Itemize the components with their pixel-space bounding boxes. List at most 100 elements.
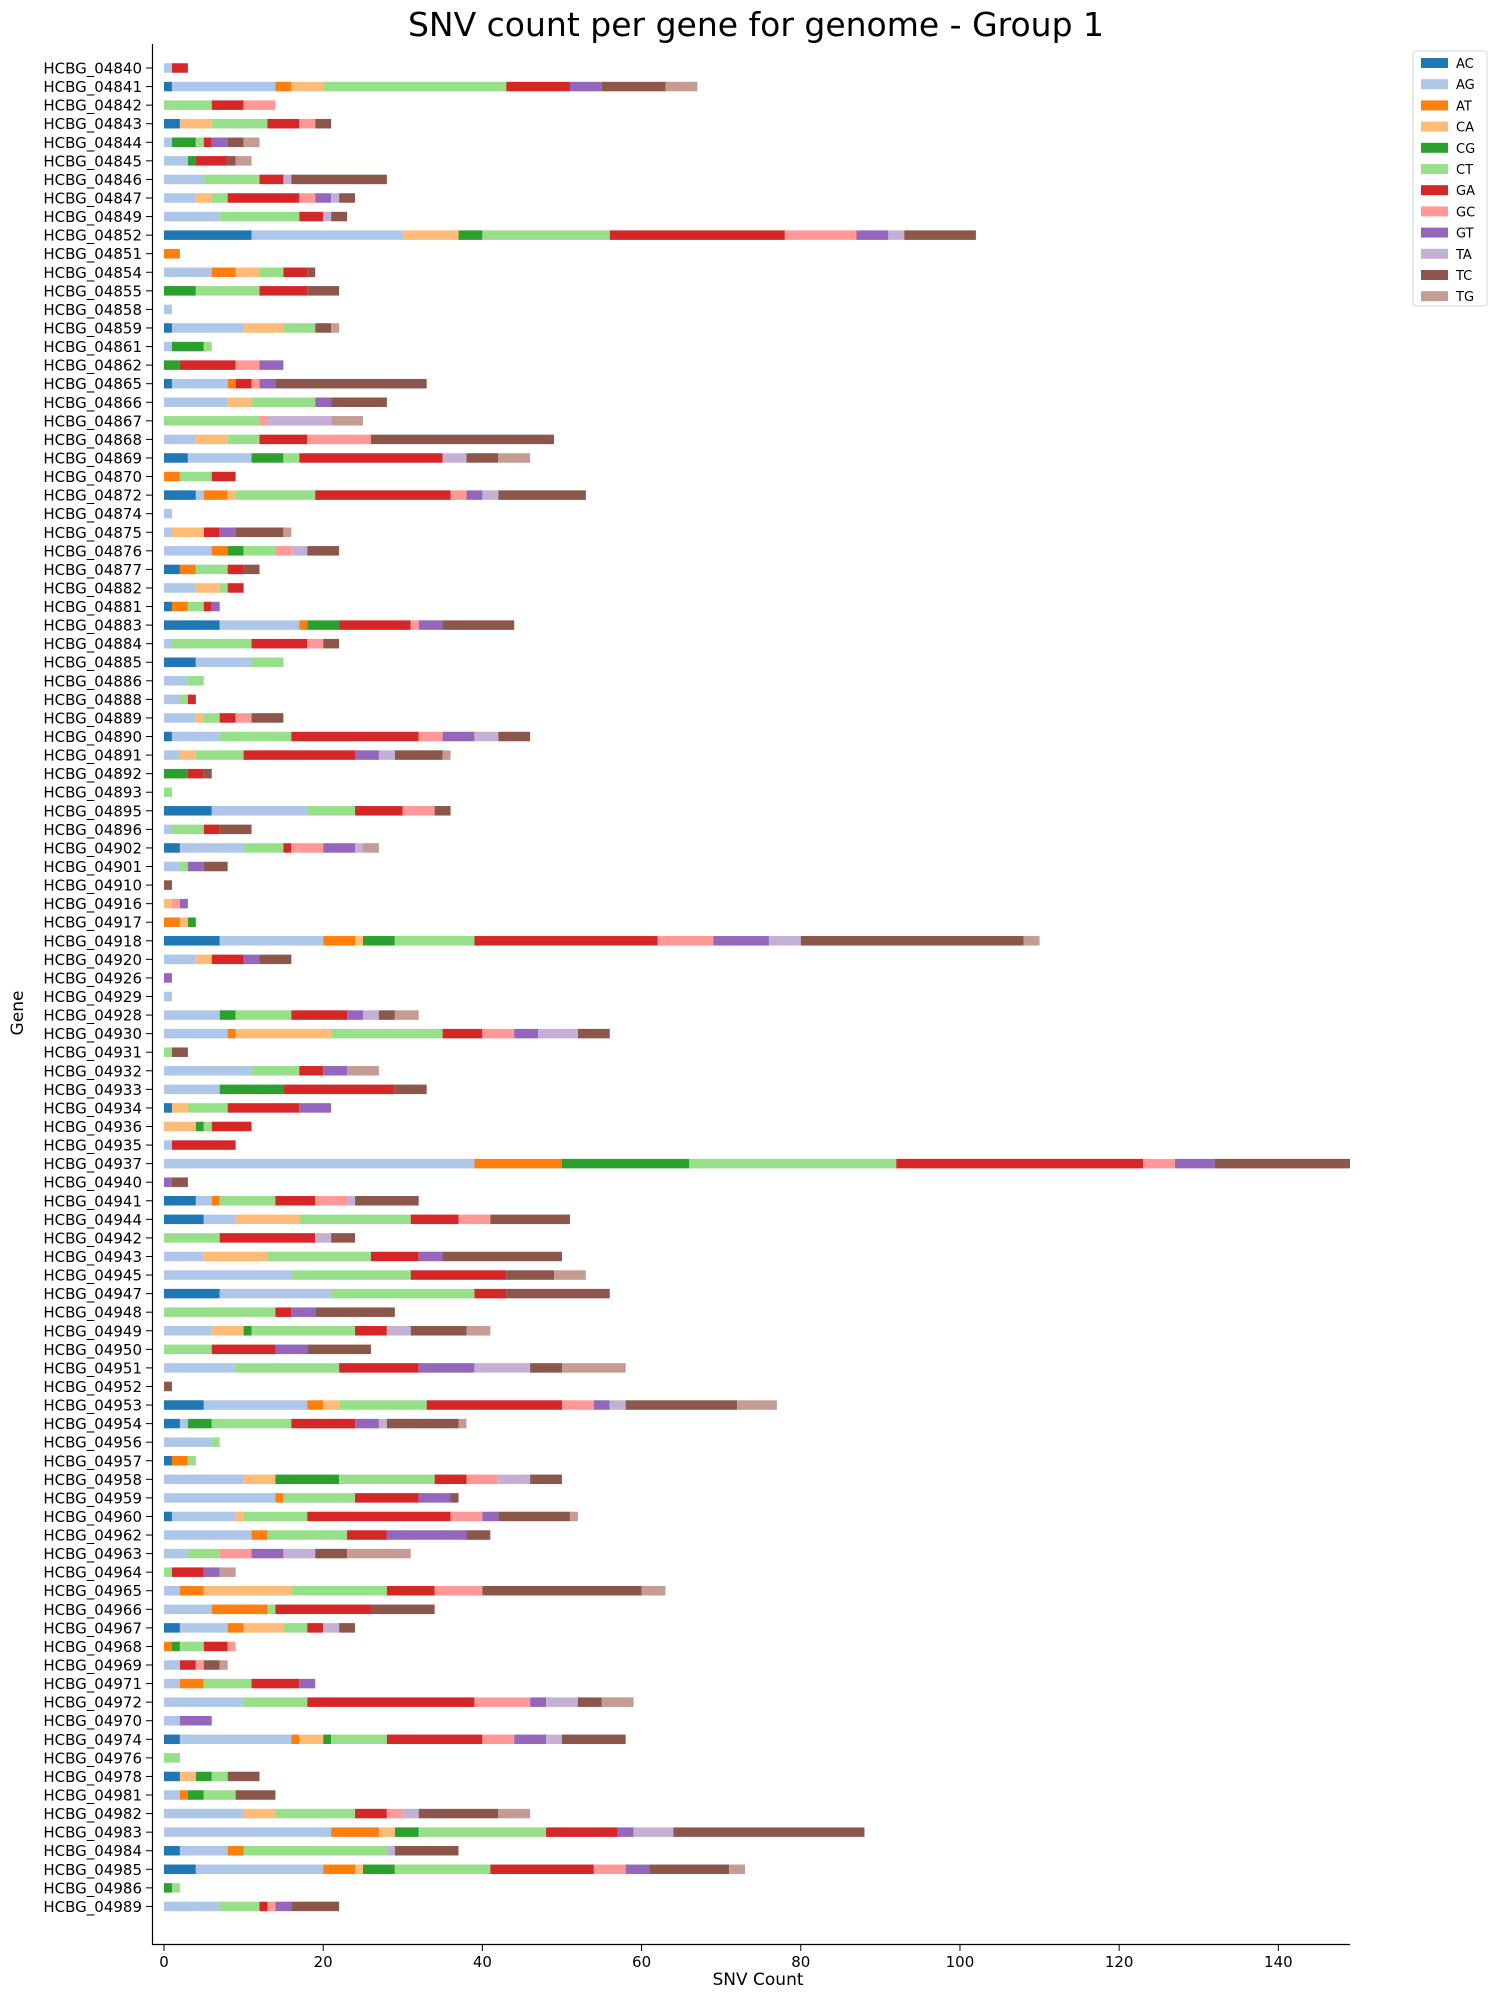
bar-segment-gt — [179, 1715, 212, 1726]
bar-segment-ca — [203, 1251, 268, 1262]
bar-segment-ct — [187, 1103, 228, 1113]
bar-segment-ga — [211, 1344, 276, 1355]
bar-segment-ga — [355, 806, 403, 816]
bar-segment-ga — [259, 286, 308, 296]
bar-segment-ac — [164, 453, 188, 463]
bar-segment-ct — [689, 1158, 897, 1169]
bar-segment-ct — [243, 843, 284, 853]
bar-segment-ac — [164, 323, 172, 333]
bar-segment-gc — [402, 806, 435, 816]
gene-bar — [164, 323, 340, 333]
gene-label: HCBG_04859 — [43, 319, 142, 338]
bar-segment-tg — [442, 750, 451, 760]
bar-segment-ag — [164, 1140, 172, 1150]
bar-segment-tc — [171, 1177, 188, 1187]
bar-segment-ct — [339, 1400, 427, 1410]
gene-bar — [164, 1604, 435, 1615]
gene-bar — [164, 1790, 276, 1800]
legend-label: CA — [1456, 121, 1474, 136]
bar-segment-ga — [171, 63, 188, 73]
gene-bar — [164, 898, 188, 909]
bar-segment-at — [211, 1196, 220, 1206]
bar-segment-tc — [1214, 1158, 1350, 1169]
legend-item: GA — [1421, 184, 1475, 199]
bar-segment-ga — [315, 490, 451, 500]
legend-item: GC — [1421, 205, 1475, 220]
gene-bar — [164, 583, 244, 593]
bar-segment-gt — [418, 620, 443, 630]
legend-swatch — [1421, 227, 1448, 238]
bar-segment-tc — [164, 1381, 172, 1392]
bar-segment-ct — [251, 657, 284, 667]
bar-segment-ag — [164, 546, 212, 556]
bar-segment-gc — [307, 434, 371, 445]
bar-segment-gt — [243, 954, 260, 965]
bar-segment-tc — [355, 1196, 419, 1206]
bar-segment-ct — [243, 546, 276, 556]
bar-segment-tc — [251, 713, 284, 723]
bar-segment-ct — [203, 341, 212, 352]
bar-segment-gt — [299, 1678, 316, 1689]
bar-segment-ag — [195, 1196, 212, 1206]
bar-segment-ag — [164, 954, 196, 965]
bar-segment-tc — [394, 1084, 427, 1095]
bar-segment-ga — [410, 1270, 507, 1280]
bar-segment-ag — [164, 1474, 244, 1485]
gene-bar — [164, 1493, 459, 1503]
bar-segment-ct — [195, 137, 204, 148]
bar-segment-ct — [203, 1678, 252, 1689]
bar-segment-at — [275, 81, 292, 92]
gene-label: HCBG_04872 — [43, 487, 142, 506]
bar-segment-ag — [164, 1790, 180, 1800]
bar-segment-ct — [171, 1883, 180, 1893]
bar-segment-ga — [355, 1326, 387, 1336]
gene-label: HCBG_04937 — [43, 1155, 142, 1174]
bar-segment-tc — [498, 731, 531, 742]
bar-segment-gc — [784, 230, 857, 240]
bar-segment-tc — [331, 1233, 356, 1243]
bar-segment-ga — [275, 1307, 292, 1317]
bar-segment-ac — [164, 1103, 172, 1113]
bar-segment-ac — [164, 1418, 180, 1429]
legend-label: AG — [1456, 78, 1475, 93]
bar-segment-ac — [164, 230, 252, 240]
bar-segment-ac — [164, 1511, 172, 1522]
bar-segment-ta — [442, 453, 467, 463]
bar-segment-ct — [179, 471, 212, 482]
gene-label: HCBG_04968 — [43, 1638, 142, 1657]
bar-segment-ga — [227, 564, 244, 575]
bar-segment-at — [164, 917, 180, 927]
bar-segment-ct — [164, 787, 172, 797]
bar-segment-ag — [195, 657, 252, 667]
bar-segment-ga — [275, 1604, 371, 1615]
bar-segment-cg — [164, 768, 188, 779]
bar-segment-ta — [378, 1418, 387, 1429]
bar-segment-ga — [243, 750, 356, 760]
bar-segment-ga — [203, 527, 220, 537]
bar-segment-ca — [195, 713, 204, 723]
gene-label: HCBG_04971 — [43, 1675, 142, 1694]
gene-label: HCBG_04889 — [43, 709, 142, 728]
bar-segment-ct — [339, 1474, 435, 1485]
bar-segment-cg — [227, 546, 244, 556]
gene-label: HCBG_04928 — [43, 1007, 142, 1026]
bar-segment-tc — [291, 1901, 340, 1912]
gene-bar — [164, 397, 387, 408]
gene-bar — [164, 1734, 626, 1745]
gene-label: HCBG_04902 — [43, 839, 142, 858]
bar-segment-ac — [164, 1623, 180, 1633]
bar-segment-tg — [561, 1363, 626, 1373]
bar-segment-ct — [283, 1493, 356, 1503]
bar-segment-ta — [323, 1623, 340, 1633]
gene-label: HCBG_04982 — [43, 1805, 142, 1824]
bar-segment-ca — [243, 1474, 276, 1485]
bar-segment-ct — [187, 676, 204, 686]
gene-bar — [164, 1511, 578, 1522]
bar-segment-tc — [466, 1530, 491, 1540]
bar-segment-ga — [275, 1196, 316, 1206]
gene-bar — [164, 1158, 1350, 1169]
bar-segment-at — [307, 1400, 324, 1410]
bar-segment-at — [299, 620, 308, 630]
bar-segment-ct — [235, 490, 316, 500]
bar-segment-ct — [219, 583, 228, 593]
